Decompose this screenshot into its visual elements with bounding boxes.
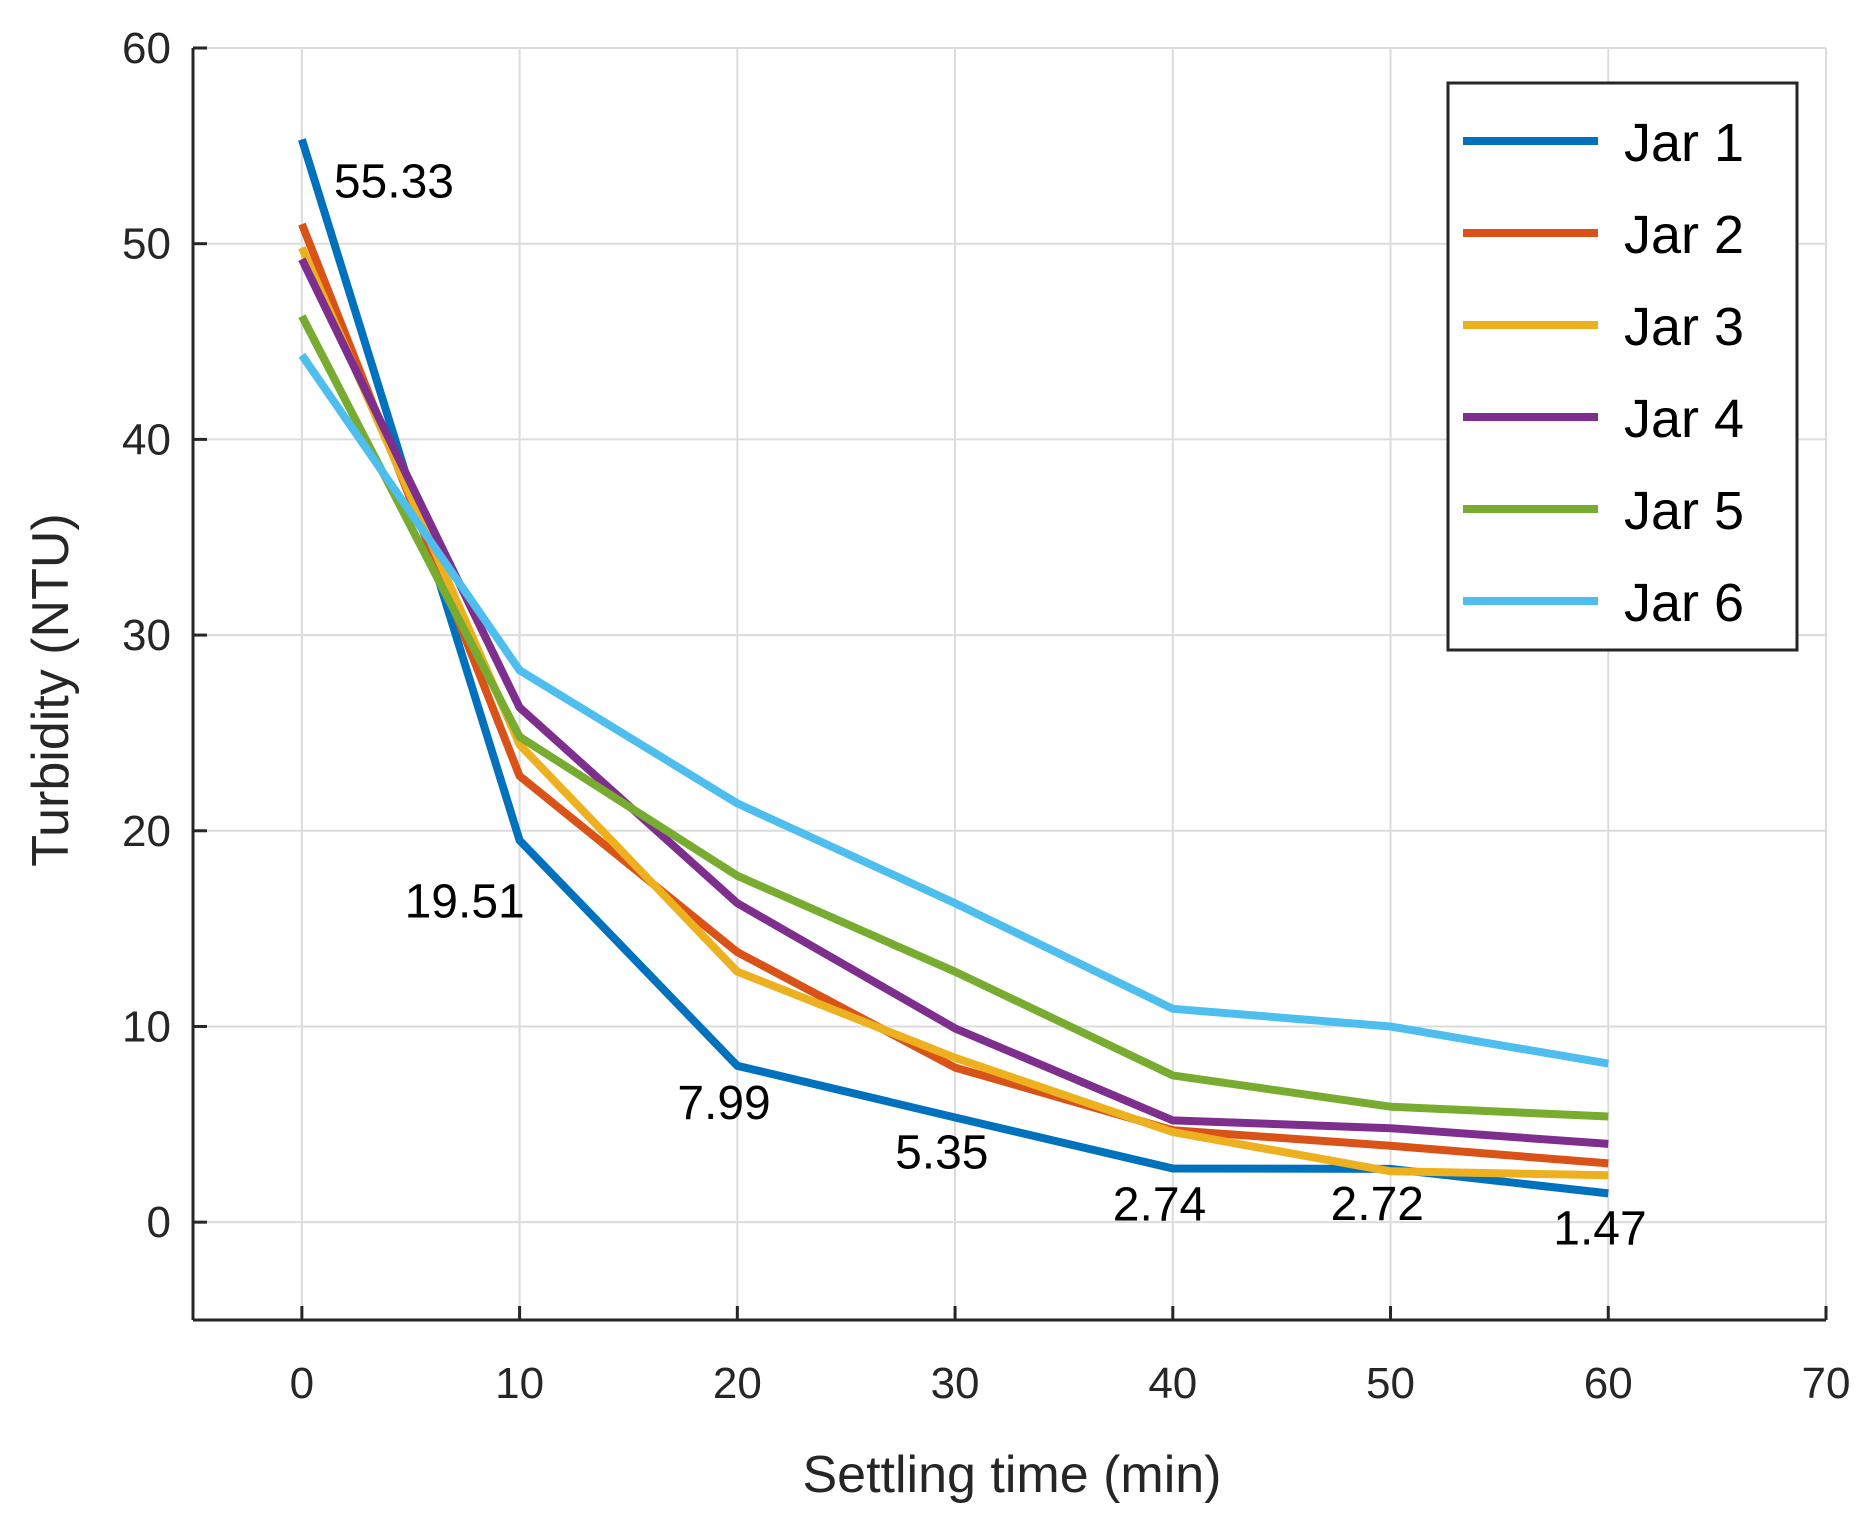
legend-label: Jar 3 — [1624, 297, 1744, 357]
legend-label: Jar 2 — [1624, 205, 1744, 265]
x-tick-label: 60 — [1584, 1359, 1633, 1408]
data-label: 5.35 — [895, 1126, 988, 1179]
series-line-jar-5 — [298, 314, 1609, 1121]
legend-label: Jar 5 — [1624, 481, 1744, 541]
x-tick-label: 0 — [290, 1359, 314, 1408]
y-tick-label: 10 — [122, 1002, 171, 1051]
data-label: 7.99 — [677, 1077, 770, 1130]
data-label: 1.47 — [1553, 1202, 1646, 1255]
data-label: 55.33 — [334, 155, 454, 208]
x-axis-label: Settling time (min) — [803, 1446, 1222, 1504]
x-tick-label: 20 — [713, 1359, 762, 1408]
series-lines — [298, 138, 1609, 1198]
x-tick-label: 70 — [1802, 1359, 1851, 1408]
data-labels: 55.33 19.51 7.99 5.35 2.74 2.72 1.47 — [334, 155, 1647, 1255]
y-tick-label: 40 — [122, 415, 171, 464]
series-line-jar-3 — [298, 245, 1609, 1180]
x-tick-label: 50 — [1366, 1359, 1415, 1408]
series-line-jar-2 — [298, 222, 1609, 1168]
legend: Jar 1 Jar 2 Jar 3 Jar 4 Jar 5 Jar 6 — [1446, 81, 1799, 652]
x-tick-label: 10 — [495, 1359, 544, 1408]
y-tick-label: 60 — [122, 24, 171, 73]
legend-box — [1446, 81, 1799, 652]
axes — [191, 46, 1828, 1322]
data-label: 19.51 — [405, 875, 525, 928]
y-tick-label: 50 — [122, 220, 171, 269]
y-axis-label: Turbidity (NTU) — [22, 513, 80, 866]
y-tick-label: 0 — [147, 1198, 171, 1247]
series-line-jar-4 — [298, 257, 1609, 1148]
data-label: 2.72 — [1331, 1178, 1424, 1231]
x-tick-label: 30 — [931, 1359, 980, 1408]
legend-label: Jar 6 — [1624, 573, 1744, 633]
legend-label: Jar 1 — [1624, 113, 1744, 173]
x-tick-label: 40 — [1148, 1359, 1197, 1408]
data-label: 2.74 — [1113, 1179, 1206, 1232]
y-tick-label: 30 — [122, 611, 171, 660]
tick-labels: 0 10 20 30 40 50 60 70 0 10 20 30 40 50 60 — [122, 24, 1850, 1408]
legend-label: Jar 4 — [1624, 389, 1744, 449]
y-tick-label: 20 — [122, 807, 171, 856]
series-line-jar-6 — [298, 352, 1609, 1068]
